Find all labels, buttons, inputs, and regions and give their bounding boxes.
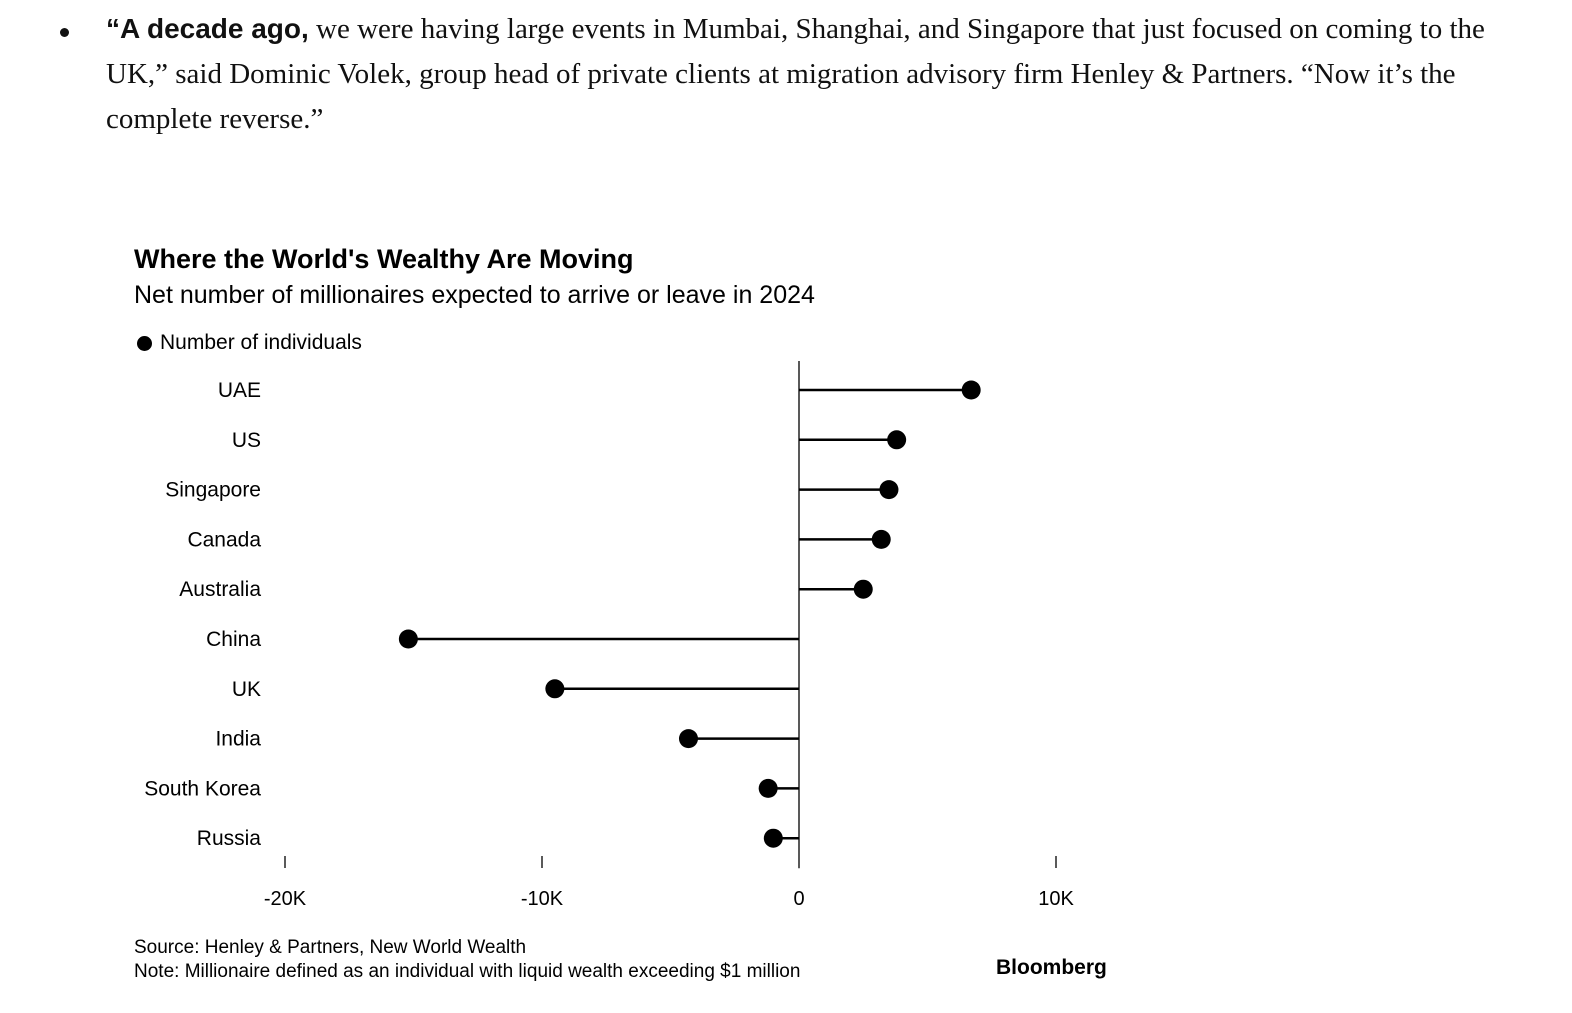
bloomberg-logo: Bloomberg [996, 956, 1107, 979]
chart-subtitle: Net number of millionaires expected to a… [134, 281, 815, 309]
lollipop-point [678, 729, 698, 749]
x-tick-label: 0 [793, 888, 804, 910]
lollipop-point [398, 629, 418, 649]
quote-lead: “A decade ago, [106, 13, 309, 44]
lollipop-point [545, 679, 565, 699]
x-tick-label: -20K [264, 888, 307, 910]
lollipop-point [961, 380, 981, 400]
x-tick-label: -10K [521, 888, 564, 910]
category-label: China [206, 628, 261, 651]
category-label: US [232, 429, 261, 452]
category-label: Russia [197, 827, 262, 850]
category-label: Canada [187, 528, 261, 551]
x-tick-label: 10K [1038, 888, 1074, 910]
chart-legend: Number of individuals [137, 331, 362, 355]
lollipop-point [758, 778, 778, 798]
lollipop-point [763, 828, 783, 848]
category-label: Australia [179, 578, 261, 601]
lollipop-point [879, 480, 899, 500]
bullet-icon [60, 28, 69, 37]
category-label: India [215, 728, 261, 751]
lollipop-point [871, 529, 891, 549]
chart-title: Where the World's Wealthy Are Moving [134, 244, 634, 274]
category-label: South Korea [144, 777, 261, 800]
lollipop-point [853, 579, 873, 599]
category-label: Singapore [165, 479, 261, 502]
lollipop-point [887, 430, 907, 450]
chart-source: Source: Henley & Partners, New World Wea… [134, 937, 527, 958]
quote-body: we were having large events in Mumbai, S… [106, 13, 1485, 135]
quote-paragraph: “A decade ago, we were having large even… [106, 6, 1524, 142]
chart-note: Note: Millionaire defined as an individu… [134, 961, 801, 982]
legend-dot-icon [137, 335, 152, 351]
category-label: UK [232, 678, 261, 701]
category-label: UAE [218, 379, 261, 402]
legend-label: Number of individuals [160, 331, 362, 354]
